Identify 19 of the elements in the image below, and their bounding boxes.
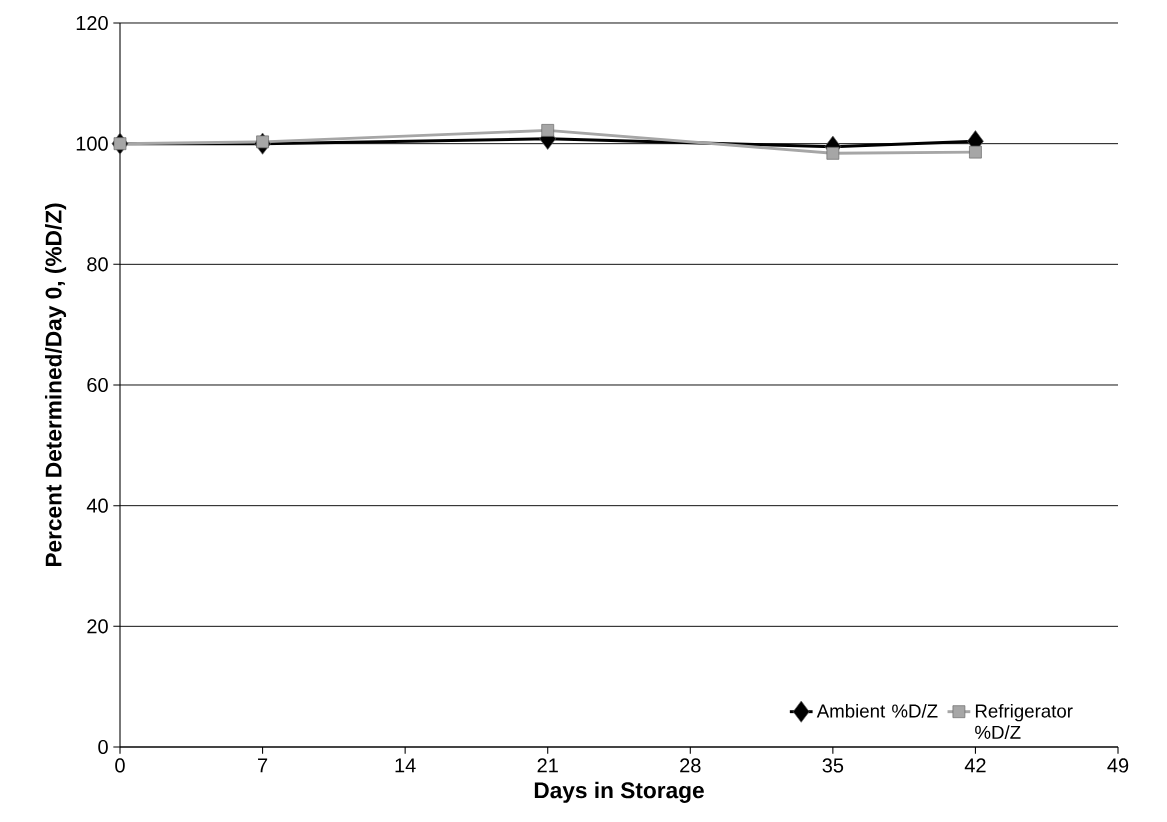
y-tick-label: 20 [87, 619, 108, 634]
x-tick-label: 42 [964, 758, 986, 773]
y-tick-label: 40 [86, 498, 108, 513]
x-tick-label: 21 [537, 758, 558, 773]
legend-label: Refrigerator %D/Z [975, 703, 1073, 739]
x-axis-title: Days in Storage [534, 781, 704, 803]
y-tick-label: 60 [87, 377, 108, 393]
legend-label: Ambient %D/Z [816, 703, 938, 718]
y-tick-label: 100 [76, 136, 108, 151]
x-tick-label: 7 [258, 758, 268, 773]
x-tick-label: 14 [395, 758, 416, 773]
x-tick-label: 35 [822, 758, 844, 773]
x-tick-label: 49 [1107, 758, 1129, 773]
y-tick-label: 120 [76, 15, 108, 31]
x-tick-label: 0 [115, 758, 125, 773]
y-axis-title: Percent Determined/Day 0, (%D/Z) [44, 203, 67, 567]
y-tick-label: 0 [98, 739, 108, 755]
y-tick-label: 80 [87, 257, 108, 272]
x-tick-label: 28 [680, 758, 701, 773]
